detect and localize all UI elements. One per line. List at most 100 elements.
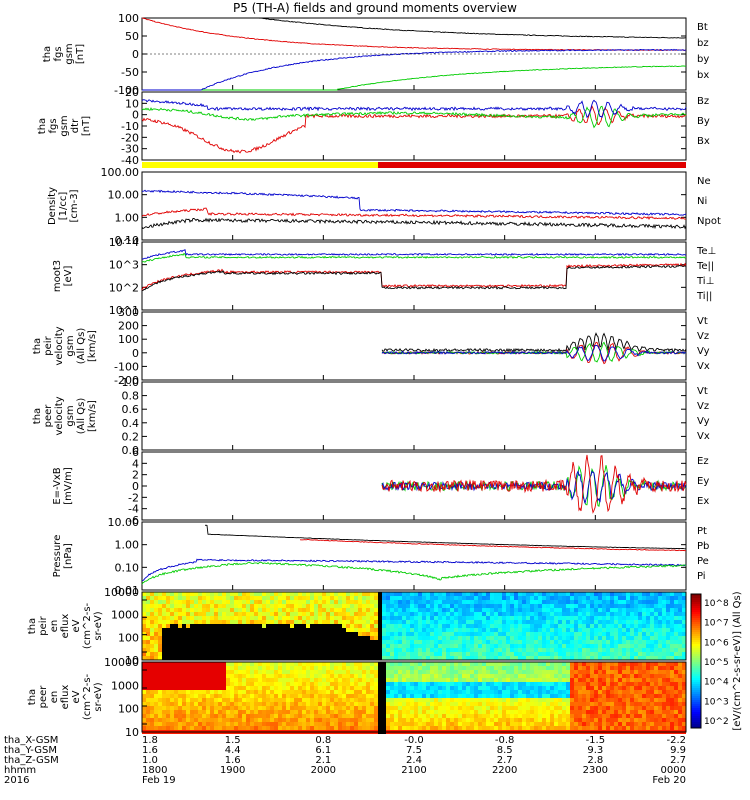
spectrogram-cell: [586, 600, 590, 604]
spectrogram-cell: [186, 718, 190, 722]
series-Pb: [300, 539, 686, 552]
spectrogram-cell: [234, 652, 238, 656]
spectrogram-cell: [382, 608, 386, 612]
spectrogram-cell: [674, 636, 678, 640]
spectrogram-cell: [326, 600, 330, 604]
spectrogram-cell: [614, 686, 618, 690]
spectrogram-cell: [378, 690, 382, 694]
spectrogram-cell: [478, 652, 482, 656]
spectrogram-cell: [310, 592, 314, 596]
spectrogram-cell: [282, 674, 286, 678]
spectrogram-cell: [578, 666, 582, 670]
spectrogram-cell: [406, 666, 410, 670]
spectrogram-cell: [430, 616, 434, 620]
spectrogram-cell: [270, 624, 274, 628]
spectrogram-cell: [658, 706, 662, 710]
spectrogram-cell: [514, 686, 518, 690]
spectrogram-cell: [342, 620, 346, 624]
spectrogram-cell: [274, 694, 278, 698]
spectrogram-cell: [654, 694, 658, 698]
spectrogram-cell: [146, 710, 150, 714]
spectrogram-cell: [142, 694, 146, 698]
spectrogram-cell: [498, 632, 502, 636]
spectrogram-cell: [486, 674, 490, 678]
spectrogram-cell: [394, 596, 398, 600]
spectrogram-cell: [446, 596, 450, 600]
spectrogram-cell: [210, 678, 214, 682]
spectrogram-cell: [390, 604, 394, 608]
spectrogram-cell: [530, 710, 534, 714]
spectrogram-cell: [334, 616, 338, 620]
spectrogram-cell: [470, 612, 474, 616]
y-tick-label: 0.8: [122, 390, 140, 403]
spectrogram-cell: [142, 612, 146, 616]
spectrogram-cell: [470, 690, 474, 694]
spectrogram-cell: [254, 624, 258, 628]
spectrogram-cell: [634, 702, 638, 706]
spectrogram-cell: [306, 632, 310, 636]
spectrogram-cell: [326, 628, 330, 632]
spectrogram-cell: [210, 662, 214, 666]
spectrogram-cell: [606, 674, 610, 678]
spectrogram-cell: [226, 690, 230, 694]
spectrogram-cell: [498, 694, 502, 698]
spectrogram-cell: [170, 710, 174, 714]
spectrogram-cell: [514, 644, 518, 648]
spectrogram-cell: [614, 616, 618, 620]
spectrogram-cell: [234, 726, 238, 730]
spectrogram-cell: [230, 710, 234, 714]
spectrogram-cell: [630, 628, 634, 632]
spectrogram-cell: [598, 682, 602, 686]
spectrogram-cell: [290, 726, 294, 730]
spectrogram-cell: [434, 682, 438, 686]
spectrogram-cell: [378, 592, 382, 596]
spectrogram-cell: [590, 702, 594, 706]
spectrogram-cell: [474, 648, 478, 652]
spectrogram-cell: [438, 648, 442, 652]
spectrogram-cell: [562, 644, 566, 648]
spectrogram-cell: [318, 702, 322, 706]
spectrogram-cell: [282, 706, 286, 710]
spectrogram-cell: [242, 670, 246, 674]
spectrogram-cell: [158, 686, 162, 690]
spectrogram-cell: [646, 648, 650, 652]
spectrogram-cell: [238, 620, 242, 624]
spectrogram-cell: [498, 620, 502, 624]
y-axis-label: (cm^2-s-: [82, 673, 93, 720]
spectrogram-cell: [638, 698, 642, 702]
spectrogram-cell: [562, 592, 566, 596]
spectrogram-cell: [578, 596, 582, 600]
spectrogram-cell: [190, 718, 194, 722]
spectrogram-cell: [382, 662, 386, 666]
spectrogram-cell: [226, 670, 230, 674]
spectrogram-cell: [502, 714, 506, 718]
spectrogram-cell: [286, 628, 290, 632]
spectrogram-cell: [374, 718, 378, 722]
spectrogram-cell: [682, 656, 686, 660]
spectrogram-cell: [422, 722, 426, 726]
spectrogram-cell: [634, 662, 638, 666]
spectrogram-cell: [238, 628, 242, 632]
spectrogram-cell: [282, 612, 286, 616]
spectrogram-cell: [266, 620, 270, 624]
spectrogram-cell: [214, 612, 218, 616]
spectrogram-cell: [442, 698, 446, 702]
spectrogram-cell: [170, 624, 174, 628]
spectrogram-cell: [258, 604, 262, 608]
spectrogram-cell: [438, 726, 442, 730]
spectrogram-cell: [490, 690, 494, 694]
spectrogram-cell: [654, 600, 658, 604]
spectrogram-cell: [618, 608, 622, 612]
spectrogram-cell: [418, 608, 422, 612]
spectrogram-cell: [618, 616, 622, 620]
spectrogram-cell: [418, 616, 422, 620]
spectrogram-cell: [154, 640, 158, 644]
spectrogram-cell: [314, 608, 318, 612]
spectrogram-cell: [466, 620, 470, 624]
spectrogram-cell: [202, 616, 206, 620]
spectrogram-cell: [194, 600, 198, 604]
spectrogram-cell: [194, 596, 198, 600]
spectrogram-cell: [202, 710, 206, 714]
spectrogram-cell: [518, 592, 522, 596]
spectrogram-cell: [594, 644, 598, 648]
